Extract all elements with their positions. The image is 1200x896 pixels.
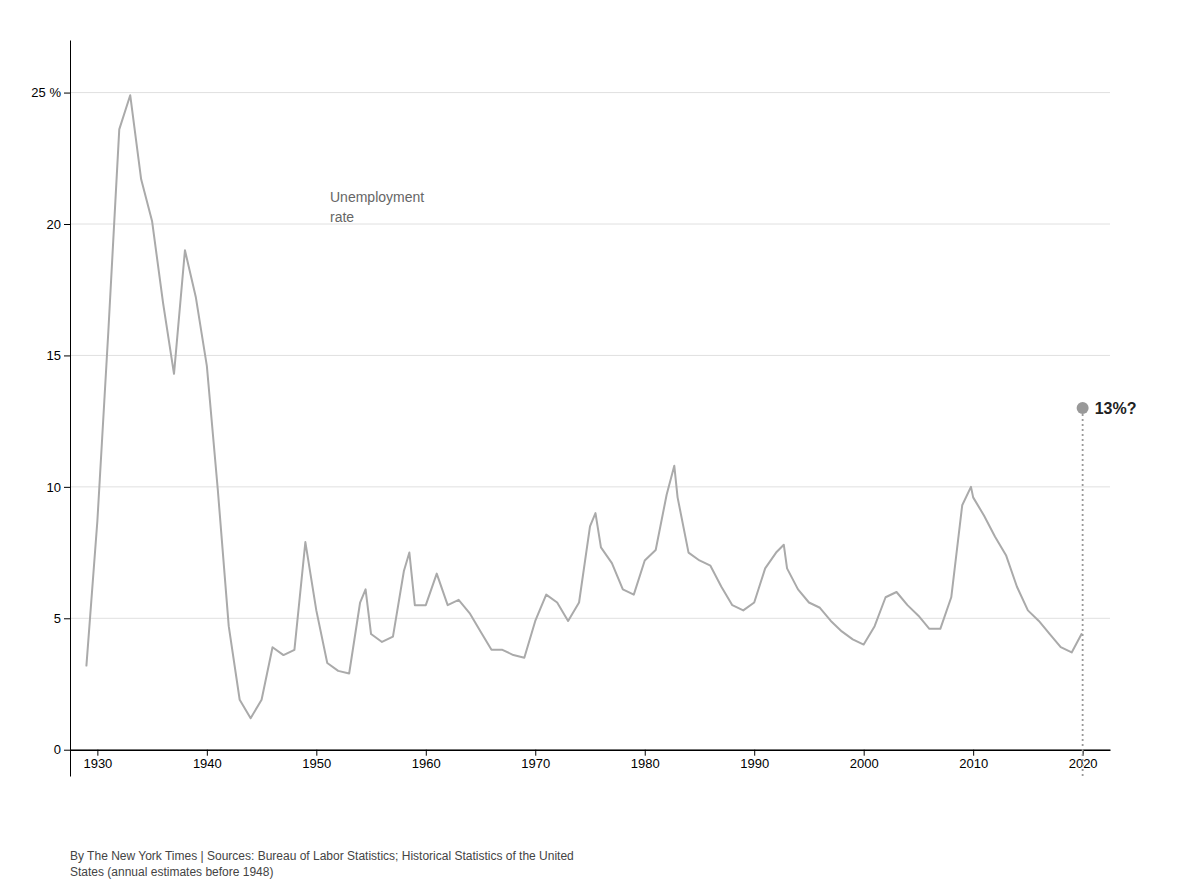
x-tick: 2010 xyxy=(959,750,988,771)
y-tick-label: 25 % xyxy=(31,85,61,100)
x-tick-label: 2020 xyxy=(1069,756,1098,771)
y-tick-label: 0 xyxy=(54,742,61,757)
grid xyxy=(70,93,1110,750)
x-tick-label: 1990 xyxy=(740,756,769,771)
y-tick-label: 20 xyxy=(47,217,61,232)
source-line: By The New York Times | Sources: Bureau … xyxy=(70,849,574,863)
y-tick-label: 10 xyxy=(47,480,61,495)
x-tick-label: 1950 xyxy=(302,756,331,771)
y-tick-mark xyxy=(64,93,70,94)
x-tick: 2000 xyxy=(850,750,879,771)
x-tick-mark xyxy=(97,750,98,756)
line xyxy=(86,95,1081,718)
x-tick-label: 1970 xyxy=(521,756,550,771)
axis-label: Unemployment rate xyxy=(330,189,424,225)
x-tick-mark xyxy=(645,750,646,756)
x-tick-mark xyxy=(426,750,427,756)
y-tick: 25 % xyxy=(31,85,70,100)
labels: 13%? Unemployment rate xyxy=(330,189,1136,417)
x-tick-mark xyxy=(973,750,974,756)
x-tick-label: 1940 xyxy=(193,756,222,771)
y-tick: 0 xyxy=(54,742,70,757)
x-tick: 1970 xyxy=(521,750,550,771)
x-tick: 1930 xyxy=(83,750,112,771)
plot: 0 5 10 15 20 25 % 1930 1940 1950 1960 1970 1980 1990… xyxy=(31,41,1136,777)
x-tick: 1980 xyxy=(631,750,660,771)
y-axis-line xyxy=(70,41,71,777)
x-tick: 1960 xyxy=(412,750,441,771)
grid-line xyxy=(70,486,1110,487)
y-tick-mark xyxy=(64,355,70,356)
grid-line xyxy=(70,355,1110,356)
chart: 0 5 10 15 20 25 % 1930 1940 1950 1960 1970 1980 1990… xyxy=(0,0,1200,896)
x-tick-label: 1980 xyxy=(631,756,660,771)
x-tick-mark xyxy=(754,750,755,756)
axis-label-line: Unemployment xyxy=(330,189,424,205)
x-axis-line xyxy=(71,749,1111,751)
drop-line xyxy=(1082,408,1084,776)
y-tick: 10 xyxy=(47,480,70,495)
y-tick-mark xyxy=(64,750,70,751)
y-tick-mark xyxy=(64,618,70,619)
x-tick-label: 2000 xyxy=(850,756,879,771)
x-tick: 1990 xyxy=(740,750,769,771)
grid-line xyxy=(70,92,1110,93)
x-tick-mark xyxy=(207,750,208,756)
x-tick-mark xyxy=(535,750,536,756)
y-tick: 15 xyxy=(47,348,70,363)
marks xyxy=(86,95,1088,776)
x-tick-mark xyxy=(864,750,865,756)
y-tick: 20 xyxy=(47,217,70,232)
x-tick-label: 2010 xyxy=(959,756,988,771)
y-tick-label: 15 xyxy=(47,348,61,363)
x-tick: 1950 xyxy=(302,750,331,771)
y-tick-label: 5 xyxy=(54,611,61,626)
axis-label-line: rate xyxy=(330,209,354,225)
grid-line xyxy=(70,749,1110,750)
source: By The New York Times | Sources: Bureau … xyxy=(70,849,574,879)
data-label: 13%? xyxy=(1095,400,1137,417)
x-tick-label: 1960 xyxy=(412,756,441,771)
x-tick-mark xyxy=(316,750,317,756)
y-tick-mark xyxy=(64,224,70,225)
x-tick-label: 1930 xyxy=(83,756,112,771)
y-tick: 5 xyxy=(54,611,70,626)
grid-line xyxy=(70,618,1110,619)
y-tick-mark xyxy=(64,487,70,488)
grid-line xyxy=(70,224,1110,225)
x-tick: 1940 xyxy=(193,750,222,771)
source-line: States (annual estimates before 1948) xyxy=(70,865,273,879)
x-axis: 1930 1940 1950 1960 1970 1980 1990 2000 2010 2020 xyxy=(71,750,1111,771)
y-axis: 0 5 10 15 20 25 % xyxy=(31,41,70,777)
point xyxy=(1077,402,1089,414)
